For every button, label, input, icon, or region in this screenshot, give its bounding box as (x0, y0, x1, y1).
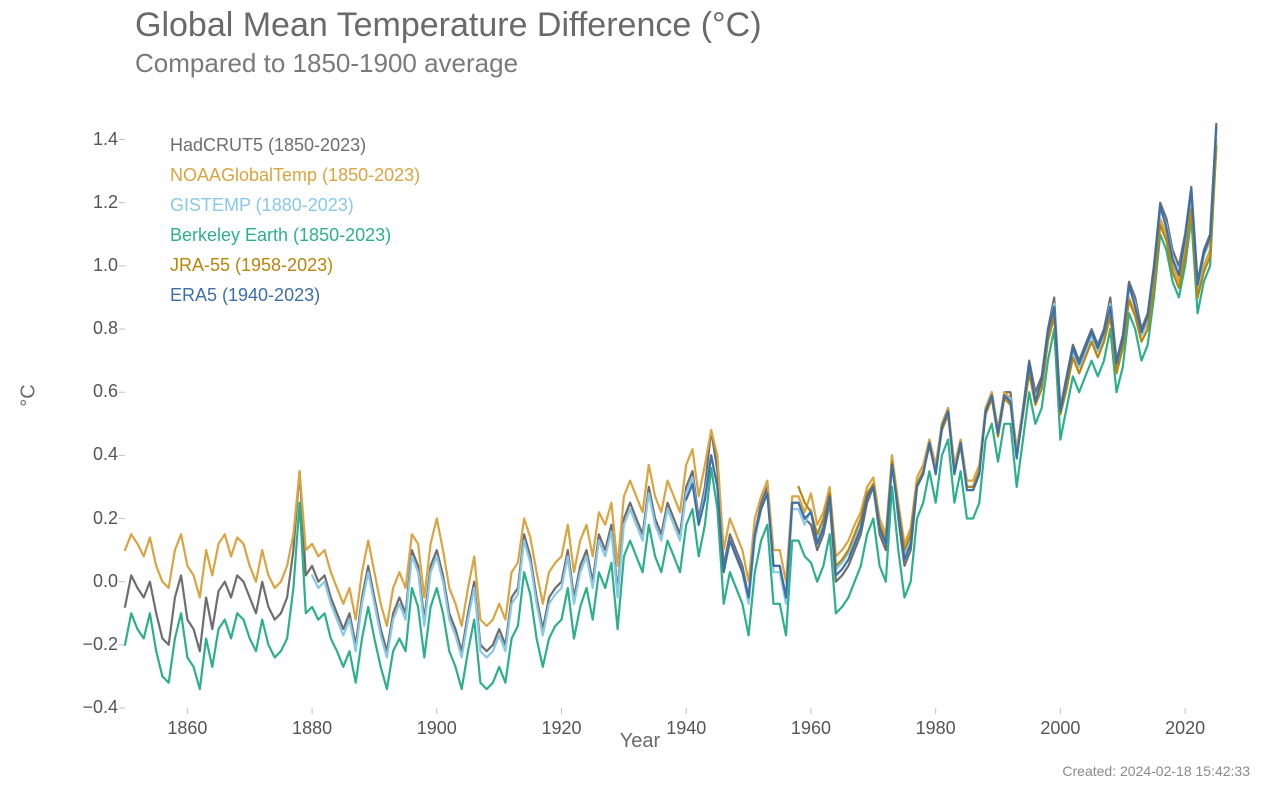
y-tick-label: 0.8 (58, 318, 118, 339)
y-tick-label: 0.0 (58, 571, 118, 592)
legend-item: Berkeley Earth (1850-2023) (170, 220, 420, 250)
y-tick-label: 1.0 (58, 255, 118, 276)
x-tick-label: 1960 (791, 718, 831, 739)
series-line (799, 146, 1217, 566)
legend: HadCRUT5 (1850-2023)NOAAGlobalTemp (1850… (170, 130, 420, 310)
x-tick-label: 1980 (916, 718, 956, 739)
x-tick-label: 1900 (417, 718, 457, 739)
legend-item: GISTEMP (1880-2023) (170, 190, 420, 220)
legend-item: ERA5 (1940-2023) (170, 280, 420, 310)
x-tick-label: 2020 (1165, 718, 1205, 739)
x-tick-label: 1940 (666, 718, 706, 739)
y-tick-label: −0.4 (58, 697, 118, 718)
temperature-chart: Global Mean Temperature Difference (°C) … (0, 0, 1280, 791)
y-tick-label: 1.2 (58, 192, 118, 213)
x-tick-label: 2000 (1040, 718, 1080, 739)
legend-item: JRA-55 (1958-2023) (170, 250, 420, 280)
x-tick-label: 1920 (541, 718, 581, 739)
legend-item: NOAAGlobalTemp (1850-2023) (170, 160, 420, 190)
y-tick-label: −0.2 (58, 634, 118, 655)
y-tick-label: 1.4 (58, 129, 118, 150)
x-tick-label: 1880 (292, 718, 332, 739)
plot-area (0, 0, 1280, 791)
y-tick-label: 0.2 (58, 508, 118, 529)
legend-item: HadCRUT5 (1850-2023) (170, 130, 420, 160)
y-tick-label: 0.6 (58, 381, 118, 402)
y-tick-label: 0.4 (58, 444, 118, 465)
x-tick-label: 1860 (167, 718, 207, 739)
